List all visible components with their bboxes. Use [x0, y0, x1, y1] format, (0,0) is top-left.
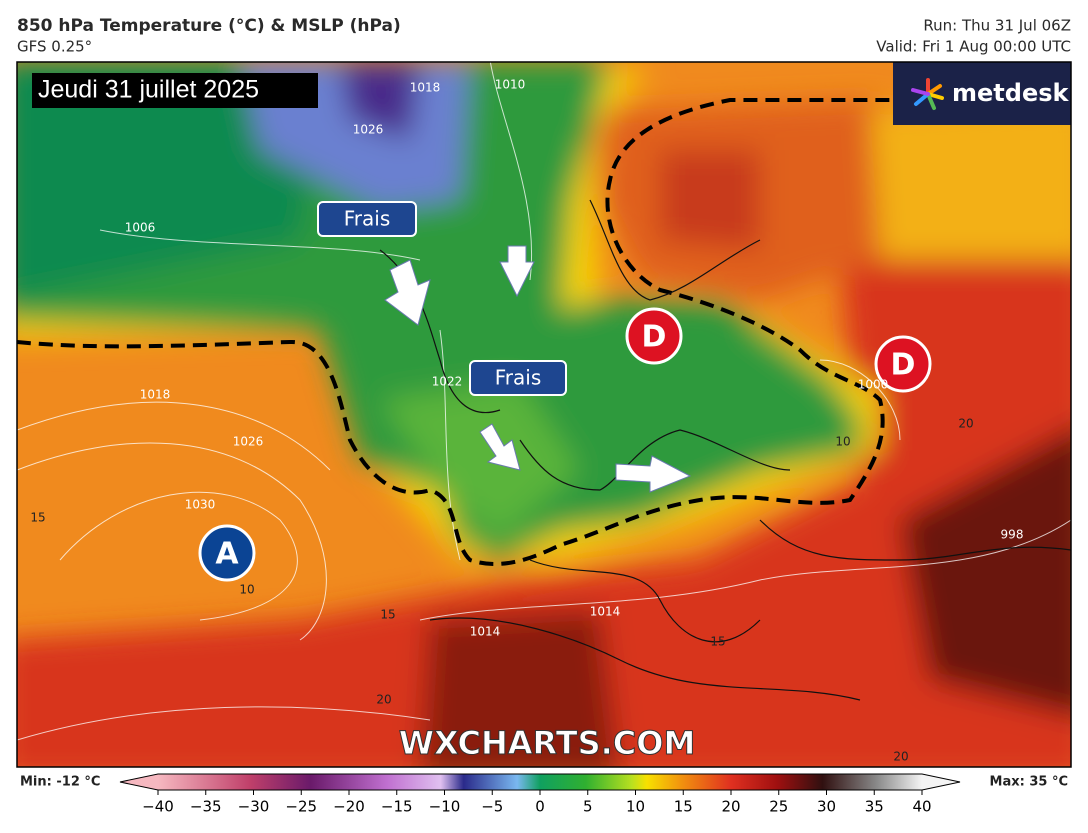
temperature-label: 15 — [710, 635, 725, 649]
colorbar-tick-label: 15 — [674, 798, 693, 816]
colorbar-tick-label: 5 — [583, 798, 593, 816]
isobar-label: 1006 — [125, 221, 156, 235]
logo-text: metdesk — [952, 79, 1070, 107]
isobar-label: 1022 — [432, 375, 463, 389]
map: metdesk Jeudi 31 juillet 2025 WXCHARTS.C… — [17, 62, 1071, 767]
map-labels: Frais Frais A D D 1018 1026 1030 1014 1014 1022 100… — [30, 78, 1023, 764]
colorbar-max: Max: 35 °C — [990, 775, 1068, 790]
annotation-box — [317, 201, 417, 237]
pressure-center — [625, 307, 683, 365]
temperature-label: 20 — [958, 417, 973, 431]
temperature-label: 20 — [893, 750, 908, 764]
pressure-center — [874, 335, 932, 393]
colorbar-tick-label: 20 — [721, 798, 740, 816]
isobar-label: 998 — [1001, 528, 1024, 542]
colorbar-tick-label: −40 — [142, 798, 174, 816]
colorbar-ticks: −40 −35 −30 −25 −20 −15 −10 −5 0 5 10 15 20 25 30 35 40 — [142, 790, 932, 816]
isobar-label: 1014 — [590, 605, 621, 619]
colorbar-tick-label: 25 — [769, 798, 788, 816]
isobars — [17, 62, 1071, 741]
logo-mark — [911, 78, 944, 110]
temperature-label: 15 — [380, 608, 395, 622]
pressure-label: D — [891, 348, 916, 383]
colorbar-tick-label: −35 — [190, 798, 222, 816]
annotation: Frais — [495, 366, 542, 390]
date-label: Jeudi 31 juillet 2025 — [38, 76, 259, 104]
colorbar-tick-label: −5 — [481, 798, 503, 816]
colorbar-tick-label: 30 — [817, 798, 836, 816]
isobar-label: 1030 — [185, 498, 216, 512]
pressure-label: A — [215, 537, 239, 572]
isobar-label: 1000 — [858, 378, 889, 392]
date-box — [32, 73, 318, 108]
valid: Valid: Fri 1 Aug 00:00 UTC — [876, 38, 1071, 56]
model: GFS 0.25° — [17, 38, 92, 56]
isobar-label: 1026 — [233, 435, 264, 449]
colorbar — [119, 773, 961, 791]
isobar-label: 1026 — [353, 123, 384, 137]
isobar-label: 1018 — [410, 81, 441, 95]
colorbar-min: Min: -12 °C — [20, 775, 100, 790]
annotation-box — [469, 360, 567, 396]
colorbar-tick-label: 0 — [535, 798, 545, 816]
colorbar-tick-label: −20 — [333, 798, 365, 816]
colorbar-tick-label: −30 — [238, 798, 270, 816]
colorbar-tick-label: 35 — [865, 798, 884, 816]
isobar-label: 1010 — [495, 78, 526, 92]
colorbar-tick-label: −10 — [429, 798, 461, 816]
colorbar-tick-label: −15 — [381, 798, 413, 816]
temperature-label: 20 — [376, 693, 391, 707]
pressure-center — [198, 524, 256, 582]
pressure-label: D — [642, 320, 667, 355]
watermark: WXCHARTS.COM — [399, 724, 696, 762]
run: Run: Thu 31 Jul 06Z — [923, 17, 1071, 35]
colorbar-tick-label: 10 — [626, 798, 645, 816]
temperature-label: 15 — [30, 511, 45, 525]
map-border — [16, 61, 1072, 768]
isobar-label: 1018 — [140, 388, 171, 402]
colorbar-tick-label: 40 — [912, 798, 931, 816]
title: 850 hPa Temperature (°C) & MSLP (hPa) — [17, 16, 401, 36]
temperature-label: 10 — [239, 583, 254, 597]
front-line — [17, 97, 890, 567]
temperature-label: 10 — [835, 435, 850, 449]
colorbar-tick-label: −25 — [285, 798, 317, 816]
annotation: Frais — [344, 207, 391, 231]
arrows — [384, 245, 692, 493]
isobar-label: 1014 — [470, 625, 501, 639]
